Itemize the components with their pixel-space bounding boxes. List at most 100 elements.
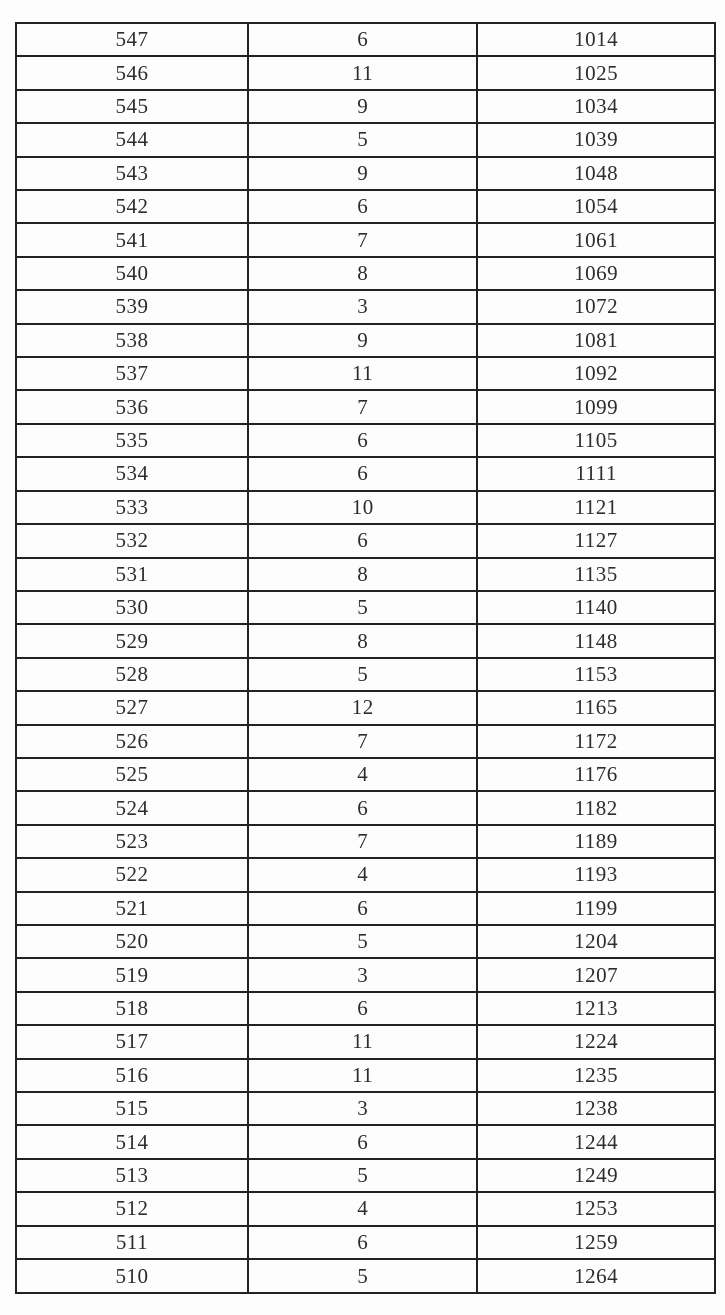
cumulative-cell: 1207 bbox=[476, 957, 716, 993]
table-row: 523 7 1189 bbox=[14, 823, 716, 860]
count-cell: 9 bbox=[247, 322, 479, 359]
score-distribution-table: 547 6 1014 546 11 1025 545 9 1034 544 5 … bbox=[14, 21, 716, 1294]
count-cell: 5 bbox=[247, 589, 479, 626]
score-cell: 520 bbox=[14, 923, 250, 960]
table-row: 516 11 1235 bbox=[14, 1057, 716, 1094]
count-cell: 10 bbox=[247, 489, 479, 526]
score-cell: 527 bbox=[14, 690, 250, 726]
cumulative-cell: 1081 bbox=[476, 322, 716, 359]
score-cell: 547 bbox=[14, 21, 250, 58]
score-cell: 539 bbox=[14, 289, 250, 325]
cumulative-cell: 1105 bbox=[476, 422, 716, 459]
count-cell: 5 bbox=[247, 122, 479, 158]
cumulative-cell: 1111 bbox=[476, 456, 716, 492]
score-cell: 546 bbox=[14, 55, 250, 91]
table-row: 525 4 1176 bbox=[14, 756, 716, 793]
cumulative-cell: 1148 bbox=[476, 623, 716, 659]
table-row: 529 8 1148 bbox=[14, 623, 716, 659]
count-cell: 5 bbox=[247, 923, 479, 960]
table-row: 512 4 1253 bbox=[14, 1191, 716, 1227]
count-cell: 7 bbox=[247, 823, 479, 860]
table-row: 515 3 1238 bbox=[14, 1090, 716, 1127]
count-cell: 6 bbox=[247, 456, 479, 492]
cumulative-cell: 1235 bbox=[476, 1057, 716, 1094]
score-cell: 521 bbox=[14, 890, 250, 926]
count-cell: 3 bbox=[247, 1090, 479, 1127]
table-row: 544 5 1039 bbox=[14, 122, 716, 158]
count-cell: 6 bbox=[247, 990, 479, 1027]
cumulative-cell: 1140 bbox=[476, 589, 716, 626]
table-row: 540 8 1069 bbox=[14, 255, 716, 292]
score-cell: 516 bbox=[14, 1057, 250, 1094]
count-cell: 6 bbox=[247, 1224, 479, 1261]
score-cell: 543 bbox=[14, 155, 250, 192]
score-cell: 530 bbox=[14, 589, 250, 626]
table-row: 533 10 1121 bbox=[14, 489, 716, 526]
score-cell: 513 bbox=[14, 1157, 250, 1194]
score-cell: 523 bbox=[14, 823, 250, 860]
cumulative-cell: 1153 bbox=[476, 656, 716, 693]
count-cell: 3 bbox=[247, 289, 479, 325]
table-row: 526 7 1172 bbox=[14, 723, 716, 759]
cumulative-cell: 1238 bbox=[476, 1090, 716, 1127]
cumulative-cell: 1092 bbox=[476, 356, 716, 392]
score-cell: 515 bbox=[14, 1090, 250, 1127]
count-cell: 5 bbox=[247, 1258, 479, 1294]
table-row: 537 11 1092 bbox=[14, 356, 716, 392]
cumulative-cell: 1204 bbox=[476, 923, 716, 960]
table-row: 542 6 1054 bbox=[14, 189, 716, 225]
score-cell: 545 bbox=[14, 88, 250, 125]
score-cell: 526 bbox=[14, 723, 250, 759]
count-cell: 6 bbox=[247, 523, 479, 559]
count-cell: 3 bbox=[247, 957, 479, 993]
count-cell: 6 bbox=[247, 422, 479, 459]
table-row: 511 6 1259 bbox=[14, 1224, 716, 1261]
score-cell: 540 bbox=[14, 255, 250, 292]
score-cell: 537 bbox=[14, 356, 250, 392]
score-cell: 538 bbox=[14, 322, 250, 359]
table-row: 517 11 1224 bbox=[14, 1024, 716, 1060]
score-cell: 518 bbox=[14, 990, 250, 1027]
cumulative-cell: 1099 bbox=[476, 389, 716, 425]
cumulative-cell: 1253 bbox=[476, 1191, 716, 1227]
cumulative-cell: 1054 bbox=[476, 189, 716, 225]
table-row: 519 3 1207 bbox=[14, 957, 716, 993]
count-cell: 9 bbox=[247, 155, 479, 192]
table-row: 521 6 1199 bbox=[14, 890, 716, 926]
table-row: 510 5 1264 bbox=[14, 1258, 716, 1294]
cumulative-cell: 1199 bbox=[476, 890, 716, 926]
count-cell: 11 bbox=[247, 1057, 479, 1094]
cumulative-cell: 1165 bbox=[476, 690, 716, 726]
cumulative-cell: 1135 bbox=[476, 556, 716, 592]
cumulative-cell: 1121 bbox=[476, 489, 716, 526]
cumulative-cell: 1176 bbox=[476, 756, 716, 793]
count-cell: 6 bbox=[247, 189, 479, 225]
cumulative-cell: 1072 bbox=[476, 289, 716, 325]
score-cell: 542 bbox=[14, 189, 250, 225]
count-cell: 11 bbox=[247, 1024, 479, 1060]
score-cell: 517 bbox=[14, 1024, 250, 1060]
table-row: 541 7 1061 bbox=[14, 222, 716, 258]
cumulative-cell: 1069 bbox=[476, 255, 716, 292]
count-cell: 7 bbox=[247, 389, 479, 425]
cumulative-cell: 1127 bbox=[476, 523, 716, 559]
table-row: 528 5 1153 bbox=[14, 656, 716, 693]
cumulative-cell: 1182 bbox=[476, 790, 716, 826]
count-cell: 12 bbox=[247, 690, 479, 726]
table-row: 545 9 1034 bbox=[14, 88, 716, 125]
cumulative-cell: 1048 bbox=[476, 155, 716, 192]
count-cell: 11 bbox=[247, 55, 479, 91]
table-row: 535 6 1105 bbox=[14, 422, 716, 459]
cumulative-cell: 1213 bbox=[476, 990, 716, 1027]
table-row: 536 7 1099 bbox=[14, 389, 716, 425]
table-row: 513 5 1249 bbox=[14, 1157, 716, 1194]
cumulative-cell: 1244 bbox=[476, 1124, 716, 1160]
score-cell: 522 bbox=[14, 857, 250, 893]
table-row: 543 9 1048 bbox=[14, 155, 716, 192]
cumulative-cell: 1025 bbox=[476, 55, 716, 91]
score-cell: 533 bbox=[14, 489, 250, 526]
score-cell: 528 bbox=[14, 656, 250, 693]
score-cell: 532 bbox=[14, 523, 250, 559]
count-cell: 8 bbox=[247, 623, 479, 659]
score-cell: 524 bbox=[14, 790, 250, 826]
